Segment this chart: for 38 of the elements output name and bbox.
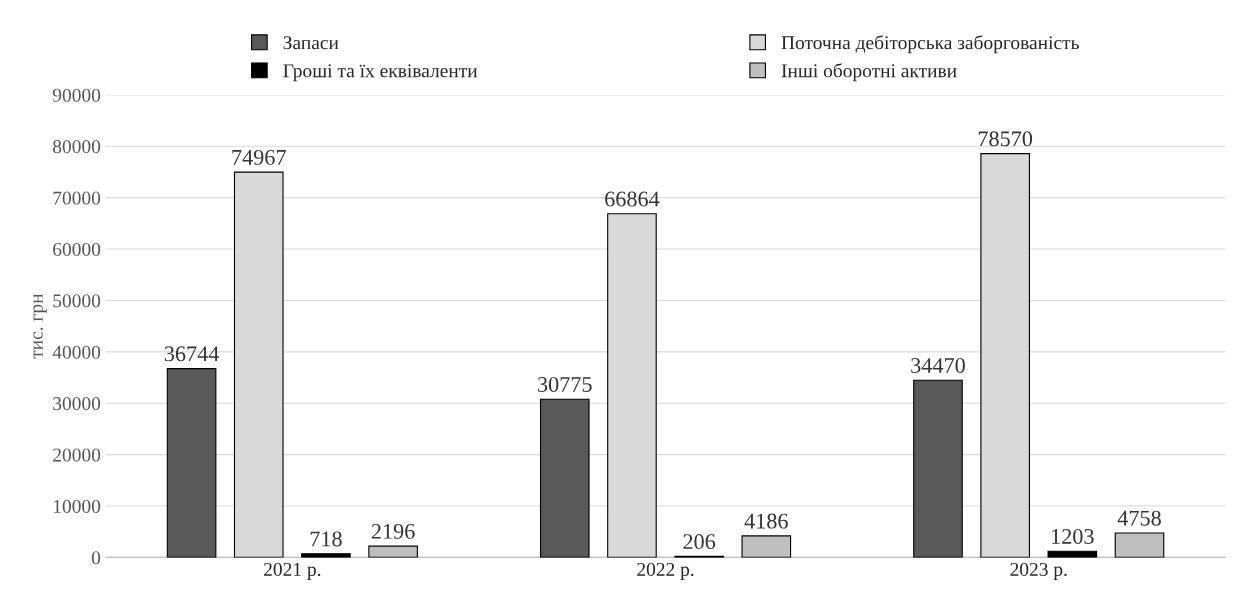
- y-tick-label: 0: [91, 551, 101, 565]
- data-label: 36744: [164, 346, 220, 362]
- data-label: 718: [310, 531, 342, 547]
- data-label: 2196: [371, 523, 415, 539]
- data-label: 4758: [1117, 510, 1161, 526]
- x-tick-label: 2021 р.: [264, 562, 321, 580]
- data-label: 4186: [744, 513, 788, 529]
- y-tick-label: 10000: [53, 499, 101, 513]
- data-label: 66864: [605, 191, 660, 207]
- data-label: 74967: [232, 149, 286, 165]
- legend-label: Запаси: [283, 36, 339, 50]
- data-label: 206: [683, 534, 716, 550]
- data-label: 30775: [538, 376, 592, 392]
- y-tick-label: 80000: [53, 140, 101, 154]
- bar: [301, 553, 351, 558]
- legend-label: Інші оборотні активи: [781, 63, 957, 82]
- bar: [368, 545, 418, 558]
- y-tick-label: 90000: [52, 88, 101, 102]
- bar: [166, 368, 217, 558]
- legend-label: Поточна дебіторська заборгованість: [781, 35, 1079, 54]
- y-tick-label: 30000: [53, 397, 101, 411]
- data-label: 34470: [911, 357, 965, 373]
- legend-label: Гроші та їх еквіваленти: [283, 64, 478, 82]
- x-tick-label: 2023 р.: [1010, 562, 1067, 580]
- data-label: 1203: [1052, 528, 1094, 544]
- y-tick-label: 40000: [52, 345, 101, 359]
- bar: [1047, 550, 1098, 558]
- bar: [913, 379, 963, 558]
- bar: [1114, 532, 1165, 558]
- x-tick-label: 2022 р.: [637, 562, 694, 580]
- y-tick-label: 50000: [53, 294, 101, 308]
- y-tick-label: 70000: [53, 191, 101, 205]
- y-tick-label: 20000: [53, 448, 101, 462]
- y-tick-label: 60000: [53, 242, 101, 256]
- bar: [539, 398, 590, 558]
- bar: [741, 535, 792, 558]
- data-label: 78570: [978, 131, 1033, 147]
- y-axis-title: тис. грн: [33, 293, 47, 359]
